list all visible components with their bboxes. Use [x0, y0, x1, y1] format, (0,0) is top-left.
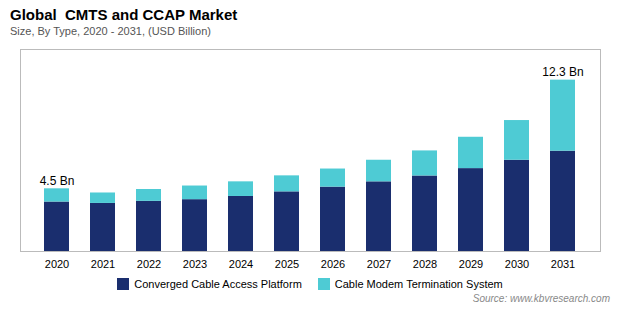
html-text:Converged Cable Access Platfor: Converged Cable Access Platform [134, 278, 302, 290]
html-text:Cable Modem Termination System: Cable Modem Termination System [334, 278, 503, 290]
svg-text:2025: 2025 [275, 258, 299, 270]
svg-text:2030: 2030 [505, 258, 529, 270]
svg-text:2029: 2029 [459, 258, 483, 270]
svg-text:12.3 Bn: 12.3 Bn [542, 65, 583, 79]
svg-text:4.5 Bn: 4.5 Bn [40, 174, 75, 188]
html-text:Size, By Type, 2020 - 2031, (U: Size, By Type, 2020 - 2031, (USD Billion… [10, 25, 211, 37]
svg-text:2021: 2021 [91, 258, 115, 270]
svg-text:2020: 2020 [45, 258, 69, 270]
html-text:Source: www.kbvresearch.com: Source: www.kbvresearch.com [472, 293, 610, 304]
svg-text:2027: 2027 [367, 258, 391, 270]
svg-text:2031: 2031 [551, 258, 575, 270]
svg-text:2028: 2028 [413, 258, 437, 270]
svg-text:2024: 2024 [229, 258, 253, 270]
svg-text:2022: 2022 [137, 258, 161, 270]
html-text:Global CMTS and CCAP Market: Global CMTS and CCAP Market [10, 6, 238, 23]
svg-text:2023: 2023 [183, 258, 207, 270]
svg-text:2026: 2026 [321, 258, 345, 270]
